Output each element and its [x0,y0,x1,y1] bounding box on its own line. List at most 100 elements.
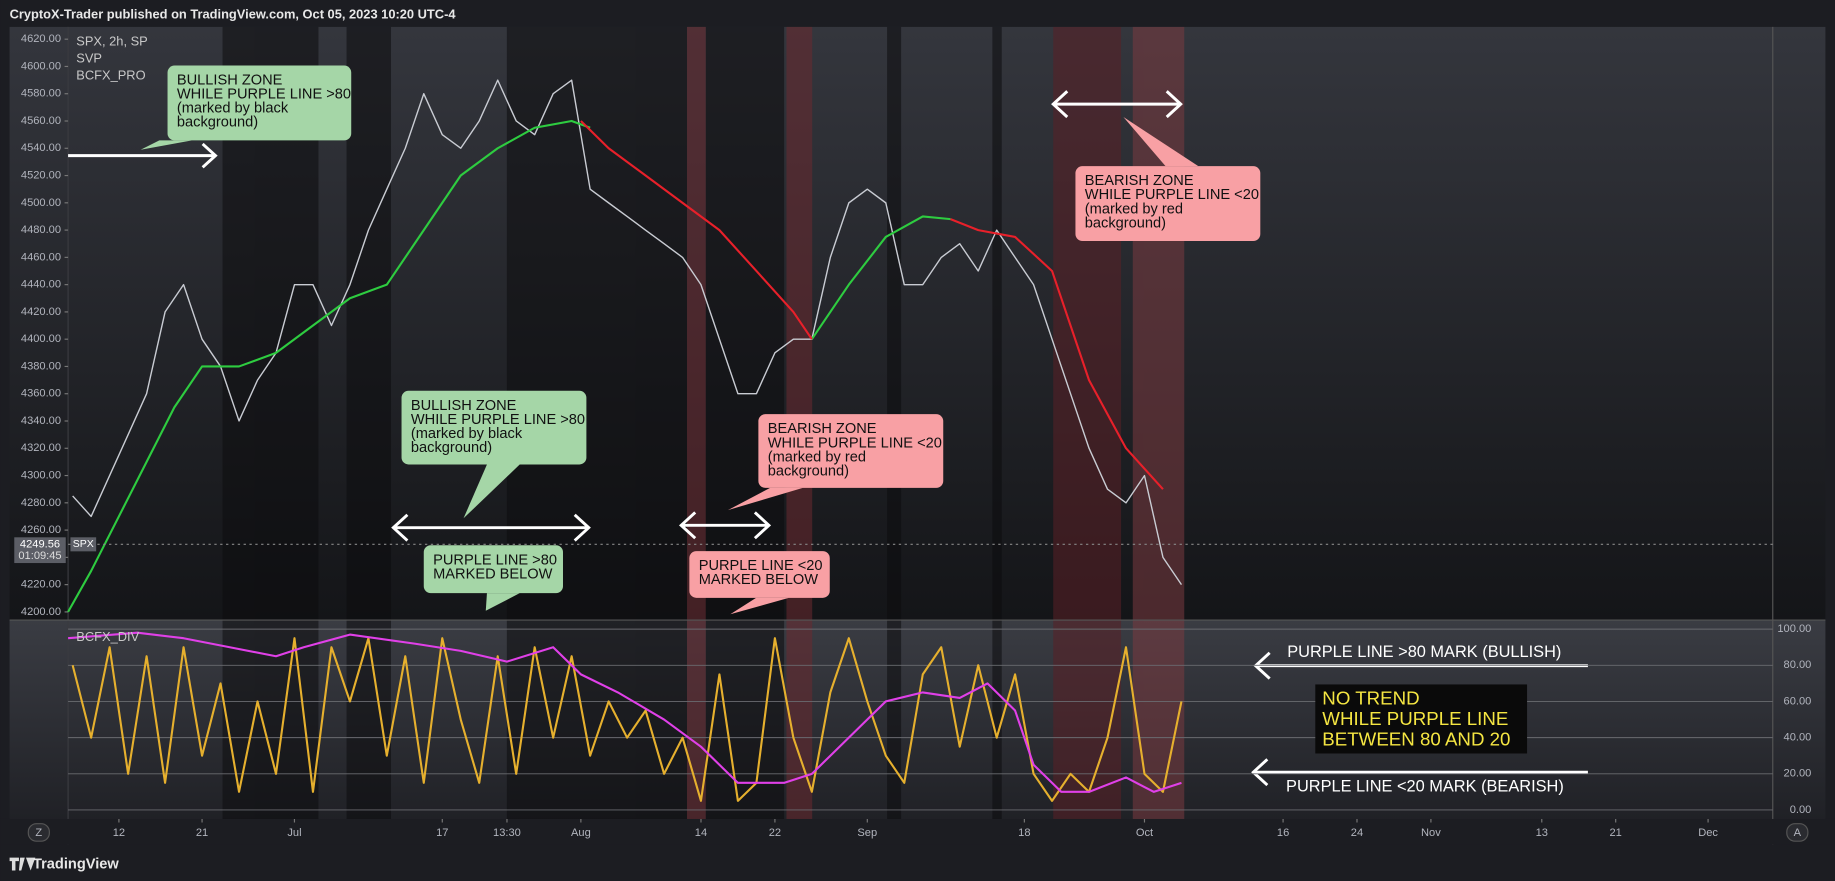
no-trend-text: BETWEEN 80 AND 20 [1322,729,1510,750]
callout-text: WHILE PURPLE LINE <20 [768,435,942,451]
y-tick-label: 80.00 [1784,659,1812,671]
callout-text: BEARISH ZONE [1085,173,1194,189]
x-tick-label: 18 [1018,827,1030,839]
legend-text: SPX, 2h, SP [76,34,147,49]
x-tick-label: Nov [1421,827,1441,839]
callout-text: (marked by black [177,101,289,117]
y-tick-label: 4480.00 [21,224,61,236]
callout [689,551,830,598]
x-tick-label: 14 [695,827,707,839]
y-tick-label: 4260.00 [21,524,61,536]
callout-text: background) [177,115,258,131]
y-tick-label: 4220.00 [21,579,61,591]
series-line [67,119,951,613]
x-tick-label: Oct [1136,827,1153,839]
arrow [1251,758,1588,787]
callout [1075,166,1261,242]
y-tick-label: 4340.00 [21,415,61,427]
z-label[interactable]: Z [35,827,42,839]
time-axis [0,818,1835,845]
y-tick-label: 40.00 [1784,732,1812,744]
callout-text: background) [768,463,849,479]
callout-text: PURPLE LINE <20 [699,558,823,574]
callout-text: MARKED BELOW [433,566,553,582]
y-tick-label: 20.00 [1784,768,1812,780]
countdown: 01:09:45 [18,550,61,562]
no-trend-text: NO TREND [1322,688,1419,709]
callout-text: MARKED BELOW [699,572,819,588]
callout-text: (marked by black [411,426,523,442]
no-trend-box [1315,684,1528,754]
bull-zone [992,26,1002,819]
callout [423,545,563,594]
callout-text: (marked by red [1085,201,1183,217]
series-line [72,79,1183,586]
y-tick-label: 60.00 [1784,695,1812,707]
callout-text: (marked by red [768,449,866,465]
callout-text: background) [1085,215,1166,231]
callout-text: PURPLE LINE >80 [433,552,557,568]
y-tick-label: 4520.00 [21,169,61,181]
y-tick-label: 4360.00 [21,388,61,400]
osc-title: BCFX_DIV [76,629,139,644]
series-line [71,637,1183,802]
x-tick-label: Aug [571,827,591,839]
series-line [68,631,1182,793]
x-tick-label: 21 [1610,827,1622,839]
logo [9,857,36,871]
bull-zone [222,26,319,819]
y-tick-label: 4460.00 [21,251,61,263]
y-tick-label: 0.00 [1790,804,1812,816]
y-tick-label: 4600.00 [21,60,61,72]
x-tick-label: Jul [287,827,301,839]
y-tick-label: 4420.00 [21,306,61,318]
price-box [14,537,66,564]
x-tick-label: Sep [857,827,877,839]
x-tick-label: 21 [196,827,208,839]
z-button[interactable] [27,823,50,842]
last-price: 4249.56 [20,538,60,550]
y-tick-label: 4320.00 [21,442,61,454]
y-tick-label: 4540.00 [21,142,61,154]
callout-text: WHILE PURPLE LINE >80 [411,412,585,428]
callout-tail [730,597,789,615]
header: CryptoX-Trader published on TradingView.… [10,7,457,22]
callout-text: WHILE PURPLE LINE >80 [177,87,351,103]
y-tick-label: 4300.00 [21,469,61,481]
arrow [1051,90,1183,119]
zones [222,26,1185,819]
x-tick-label: 17 [436,827,448,839]
callout-text: BEARISH ZONE [768,421,877,437]
x-tick-label: 12 [113,827,125,839]
legend-text: SVP [76,50,102,65]
callout [401,390,587,465]
osc-label: PURPLE LINE >80 MARK (BULLISH) [1287,643,1561,661]
arrow [68,142,218,169]
a-label[interactable]: A [1794,827,1802,839]
x-tick-label: 24 [1351,827,1363,839]
arrow [391,513,591,542]
callout-text: BULLISH ZONE [177,73,283,89]
symbol-box [70,537,97,552]
y-tick-label: 4500.00 [21,197,61,209]
callout [758,414,944,488]
bear-zone [1053,26,1122,819]
a-button[interactable] [1786,823,1809,842]
y-tick-label: 4440.00 [21,279,61,291]
y-tick-label: 4200.00 [21,606,61,618]
legend-text: BCFX_PRO [76,67,145,82]
x-tick-label: Dec [1698,827,1718,839]
y-tick-label: 100.00 [1777,623,1811,635]
callout [167,65,352,141]
bear-zone [687,26,706,819]
x-tick-label: 22 [769,827,781,839]
bull-zone [346,26,392,819]
y-tick-label: 4400.00 [21,333,61,345]
y-tick-label: 4560.00 [21,115,61,127]
callout-tail [1123,116,1199,167]
symbol: SPX [73,538,94,550]
callout-tail [727,487,803,511]
y-tick-label: 4280.00 [21,497,61,509]
